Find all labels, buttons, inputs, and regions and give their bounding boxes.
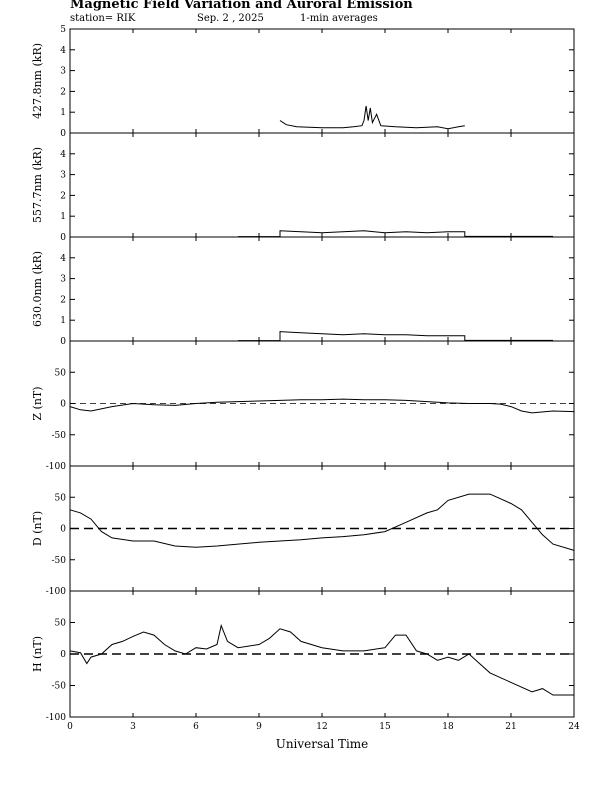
panel-4-series-0 bbox=[69, 493, 575, 551]
x-tick-label: 18 bbox=[442, 722, 454, 732]
panel-2-frame bbox=[69, 236, 575, 342]
panel-0-ytick-label: 5 bbox=[60, 25, 66, 35]
x-tick-label: 3 bbox=[130, 722, 136, 732]
panel-3-ylabel: Z (nT) bbox=[31, 386, 44, 420]
panel-5-ytick-label: -100 bbox=[46, 713, 66, 723]
panel-4-ylabel: D (nT) bbox=[31, 511, 44, 546]
panel-4-ytick-label: 50 bbox=[55, 493, 67, 503]
panel-0-ytick-label: 3 bbox=[60, 67, 66, 77]
panel-0-ytick-label: 2 bbox=[60, 87, 66, 97]
x-tick-label: 24 bbox=[568, 722, 580, 732]
date-label: Sep. 2 , 2025 bbox=[197, 13, 264, 24]
panel-0-frame bbox=[69, 28, 575, 134]
panel-1-ytick-label: 2 bbox=[60, 191, 66, 201]
averaging-label: 1-min averages bbox=[300, 13, 378, 24]
x-tick-label: 15 bbox=[379, 722, 391, 732]
panel-2-ylabel: 630.0nm (kR) bbox=[31, 251, 44, 327]
panel-3-ytick-label: 0 bbox=[60, 400, 66, 410]
x-tick-label: 9 bbox=[256, 722, 262, 732]
panel-1-frame bbox=[69, 132, 575, 238]
x-tick-label: 6 bbox=[193, 722, 199, 732]
panel-3-ytick-label: 50 bbox=[55, 368, 67, 378]
panel-2-ytick-label: 1 bbox=[60, 316, 66, 326]
panel-4-ytick-label: -50 bbox=[52, 556, 67, 566]
station-label: station= RIK bbox=[70, 13, 136, 24]
panel-1-ylabel: 557.7nm (kR) bbox=[31, 147, 44, 223]
panel-2-ytick-label: 0 bbox=[60, 337, 66, 347]
x-tick-label: 12 bbox=[316, 722, 327, 732]
panel-1-series-0 bbox=[238, 230, 553, 238]
chart-title: Magnetic Field Variation and Auroral Emi… bbox=[70, 0, 413, 12]
panel-2-ytick-label: 4 bbox=[60, 254, 66, 264]
panel-5-ytick-label: 50 bbox=[55, 619, 67, 629]
panel-2-ytick-label: 3 bbox=[60, 275, 66, 285]
panel-5-ylabel: H (nT) bbox=[31, 636, 44, 672]
panel-0-series-0 bbox=[279, 105, 465, 130]
panel-5-ytick-label: -50 bbox=[52, 682, 67, 692]
panel-1-ytick-label: 3 bbox=[60, 171, 66, 181]
panel-4-ytick-label: 0 bbox=[60, 525, 66, 535]
panel-1-ytick-label: 0 bbox=[60, 233, 66, 243]
panel-3-ytick-label: -100 bbox=[46, 462, 66, 472]
x-tick-label: 0 bbox=[67, 722, 73, 732]
panel-5-ytick-label: 0 bbox=[60, 650, 66, 660]
panel-1-ytick-label: 4 bbox=[60, 150, 66, 160]
panel-3-series-0 bbox=[69, 398, 575, 414]
panel-2-ytick-label: 2 bbox=[60, 295, 66, 305]
panel-0-ytick-label: 4 bbox=[60, 46, 66, 56]
x-axis-label: Universal Time bbox=[276, 737, 369, 751]
panel-0-ytick-label: 0 bbox=[60, 129, 66, 139]
panel-0-ytick-label: 1 bbox=[60, 108, 66, 118]
panel-1-ytick-label: 1 bbox=[60, 212, 66, 222]
panel-5-series-0 bbox=[69, 623, 574, 696]
panel-2-series-0 bbox=[238, 331, 553, 342]
panel-0-ylabel: 427.8nm (kR) bbox=[31, 43, 44, 119]
x-tick-label: 21 bbox=[505, 722, 516, 732]
panel-4-ytick-label: -100 bbox=[46, 587, 66, 597]
panel-3-ytick-label: -50 bbox=[52, 431, 67, 441]
